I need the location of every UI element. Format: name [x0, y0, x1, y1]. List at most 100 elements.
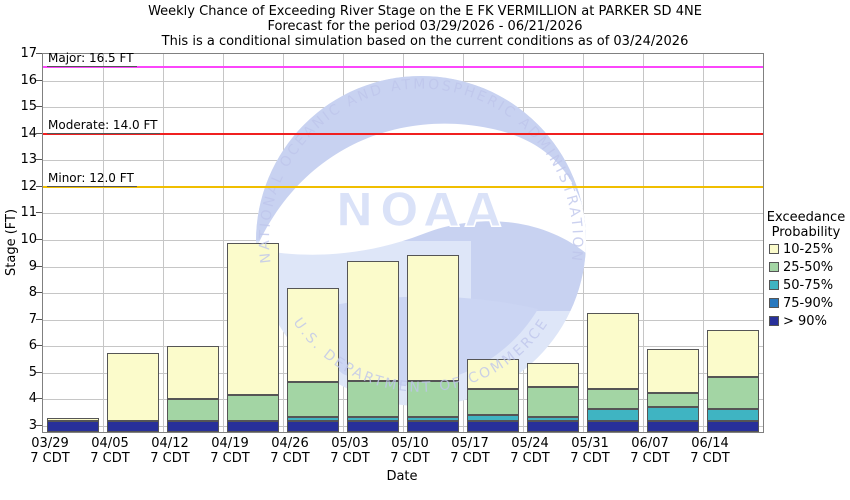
- x-tick-date: 05/17: [451, 436, 489, 451]
- x-tick-label: 05/24 7 CDT: [500, 436, 560, 466]
- x-tick-date: 05/03: [331, 436, 369, 451]
- x-tick-time: 7 CDT: [90, 451, 130, 466]
- x-tick-date: 03/29: [31, 436, 69, 451]
- legend-swatch: [769, 316, 779, 326]
- y-tick-label: 3: [28, 417, 37, 433]
- bar-05-10: [407, 54, 459, 432]
- bar-segment-p10_25: [167, 346, 219, 400]
- legend-item: 25-50%: [769, 258, 849, 276]
- legend-item: 75-90%: [769, 294, 849, 312]
- bar-segment-gt90: [587, 420, 639, 432]
- bar-segment-p10_25: [707, 330, 759, 377]
- x-tick-label: 05/17 7 CDT: [440, 436, 500, 466]
- x-tick-label: 04/26 7 CDT: [260, 436, 320, 466]
- x-tick-time: 7 CDT: [450, 451, 490, 466]
- y-tick-label: 5: [28, 364, 37, 380]
- y-tick-label: 16: [20, 72, 37, 88]
- chart-title: Weekly Chance of Exceeding River Stage o…: [148, 4, 702, 19]
- v-gridline: [103, 54, 104, 432]
- bar-05-17: [467, 54, 519, 432]
- v-gridline: [643, 54, 644, 432]
- x-tick-label: 06/07 7 CDT: [620, 436, 680, 466]
- bar-segment-p25_50: [647, 392, 699, 408]
- x-tick-date: 05/24: [511, 436, 549, 451]
- bar-06-14: [707, 54, 759, 432]
- bar-segment-p10_25: [587, 312, 639, 389]
- legend-swatch: [769, 298, 779, 308]
- bar-segment-p50_75: [407, 416, 459, 421]
- bar-segment-p10_25: [647, 348, 699, 393]
- y-tick-mark: [36, 106, 42, 108]
- bar-segment-p10_25: [527, 363, 579, 388]
- bar-segment-gt90: [227, 420, 279, 432]
- bar-05-31: [587, 54, 639, 432]
- legend-item: 50-75%: [769, 276, 849, 294]
- bar-segment-p10_25: [287, 287, 339, 383]
- y-tick-label: 17: [20, 46, 37, 61]
- legend-label: 75-90%: [783, 295, 834, 311]
- x-tick-label: 05/31 7 CDT: [560, 436, 620, 466]
- bar-segment-p50_75: [467, 415, 519, 421]
- bar-segment-gt90: [467, 420, 519, 432]
- x-tick-time: 7 CDT: [270, 451, 310, 466]
- y-tick-label: 7: [28, 311, 37, 327]
- x-tick-time: 7 CDT: [30, 451, 70, 466]
- x-tick-date: 06/07: [631, 436, 669, 451]
- bar-segment-p10_25: [407, 254, 459, 381]
- threshold-line-major: [43, 66, 763, 69]
- bar-segment-p25_50: [347, 380, 399, 417]
- x-tick-time: 7 CDT: [390, 451, 430, 466]
- legend-swatch: [769, 244, 779, 254]
- y-tick-label: 9: [28, 258, 37, 274]
- seagull-icon: [256, 123, 586, 259]
- y-tick-mark: [36, 424, 42, 426]
- bar-segment-gt90: [527, 420, 579, 432]
- threshold-label-major: Major: 16.5 FT: [47, 51, 137, 68]
- y-tick-label: 15: [20, 99, 37, 115]
- bars-layer: [43, 54, 763, 432]
- bar-segment-p50_75: [527, 416, 579, 421]
- y-tick-label: 10: [20, 231, 37, 247]
- bar-06-07: [647, 54, 699, 432]
- legend-label: 10-25%: [783, 241, 834, 257]
- threshold-label-moderate: Moderate: 14.0 FT: [47, 118, 161, 134]
- v-gridline: [163, 54, 164, 432]
- bar-segment-gt90: [347, 420, 399, 432]
- bar-segment-gt90: [407, 420, 459, 432]
- bar-segment-p10_25: [227, 242, 279, 396]
- y-tick-label: 13: [20, 152, 37, 168]
- bar-segment-gt90: [107, 420, 159, 432]
- bar-segment-p10_25: [347, 261, 399, 381]
- x-tick-date: 04/26: [271, 436, 309, 451]
- bar-segment-p25_50: [707, 376, 759, 409]
- bar-segment-p25_50: [587, 388, 639, 409]
- title-block: Weekly Chance of Exceeding River Stage o…: [0, 4, 850, 49]
- x-tick-label: 04/05 7 CDT: [80, 436, 140, 466]
- x-tick-label: 06/14 7 CDT: [680, 436, 740, 466]
- x-axis-title: Date: [386, 469, 418, 484]
- bar-05-24: [527, 54, 579, 432]
- y-tick-mark: [36, 292, 42, 294]
- legend-title-line1: Exceedance: [766, 210, 846, 225]
- legend-label: 25-50%: [783, 259, 834, 275]
- y-tick-mark: [36, 265, 42, 267]
- chart-subtitle-period: Forecast for the period 03/29/2026 - 06/…: [267, 19, 583, 34]
- x-tick-time: 7 CDT: [510, 451, 550, 466]
- x-tick-label: 04/19 7 CDT: [200, 436, 260, 466]
- bar-segment-gt90: [647, 420, 699, 432]
- bar-segment-p25_50: [407, 380, 459, 417]
- legend-item: > 90%: [769, 312, 849, 330]
- bar-segment-p50_75: [587, 408, 639, 421]
- bar-03-29: [47, 54, 99, 432]
- plot-area: NOAA NATIONAL OCEANIC AND ATMOSPHERIC AD…: [42, 51, 764, 433]
- v-gridline: [223, 54, 224, 432]
- y-tick-label: 8: [28, 285, 37, 301]
- v-gridline: [703, 54, 704, 432]
- legend-title-line2: Probability: [771, 225, 841, 240]
- x-tick-date: 04/12: [151, 436, 189, 451]
- threshold-line-moderate: [43, 132, 763, 135]
- bar-segment-p25_50: [527, 387, 579, 417]
- x-tick-date: 05/31: [571, 436, 609, 451]
- noaa-acronym: NOAA: [335, 183, 507, 237]
